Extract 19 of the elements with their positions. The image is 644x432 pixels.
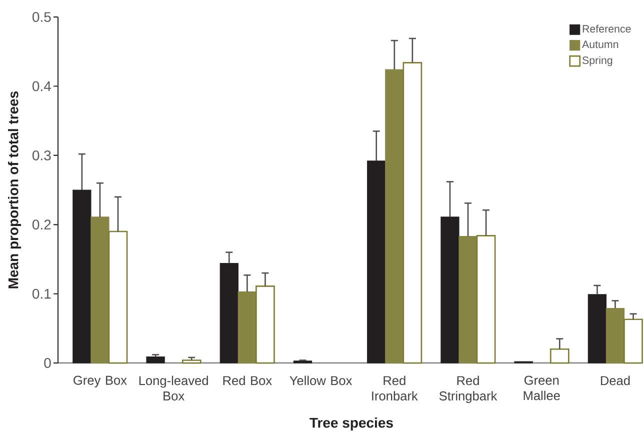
x-tick-label: Yellow Box bbox=[290, 376, 352, 386]
y-tick-label: 0 bbox=[44, 358, 51, 368]
y-tick-label: 0.1 bbox=[32, 288, 51, 299]
y-tick-label: 0.2 bbox=[32, 220, 51, 230]
x-tick-label: Green Mallee bbox=[524, 376, 560, 400]
x-axis-title: Tree species bbox=[310, 417, 393, 431]
x-tick-label: Dead bbox=[600, 376, 630, 386]
x-tick-label: Red Ironbark bbox=[372, 376, 418, 400]
y-tick-label: 0.4 bbox=[32, 81, 51, 92]
legend-label: Autumn bbox=[582, 40, 618, 48]
legend-label: Spring bbox=[582, 56, 612, 66]
legend-label: Reference bbox=[582, 24, 631, 33]
x-tick-label: Red Box bbox=[223, 376, 272, 386]
x-tick-label: Grey Box bbox=[74, 376, 127, 388]
y-tick-label: 0.3 bbox=[32, 150, 51, 160]
x-tick-label: Long-leaved Box bbox=[139, 376, 208, 400]
x-tick-label: Red Stringbark bbox=[439, 376, 498, 404]
y-axis-title: Mean proportion of total trees bbox=[8, 91, 22, 288]
y-tick-label: 0.5 bbox=[32, 12, 51, 22]
